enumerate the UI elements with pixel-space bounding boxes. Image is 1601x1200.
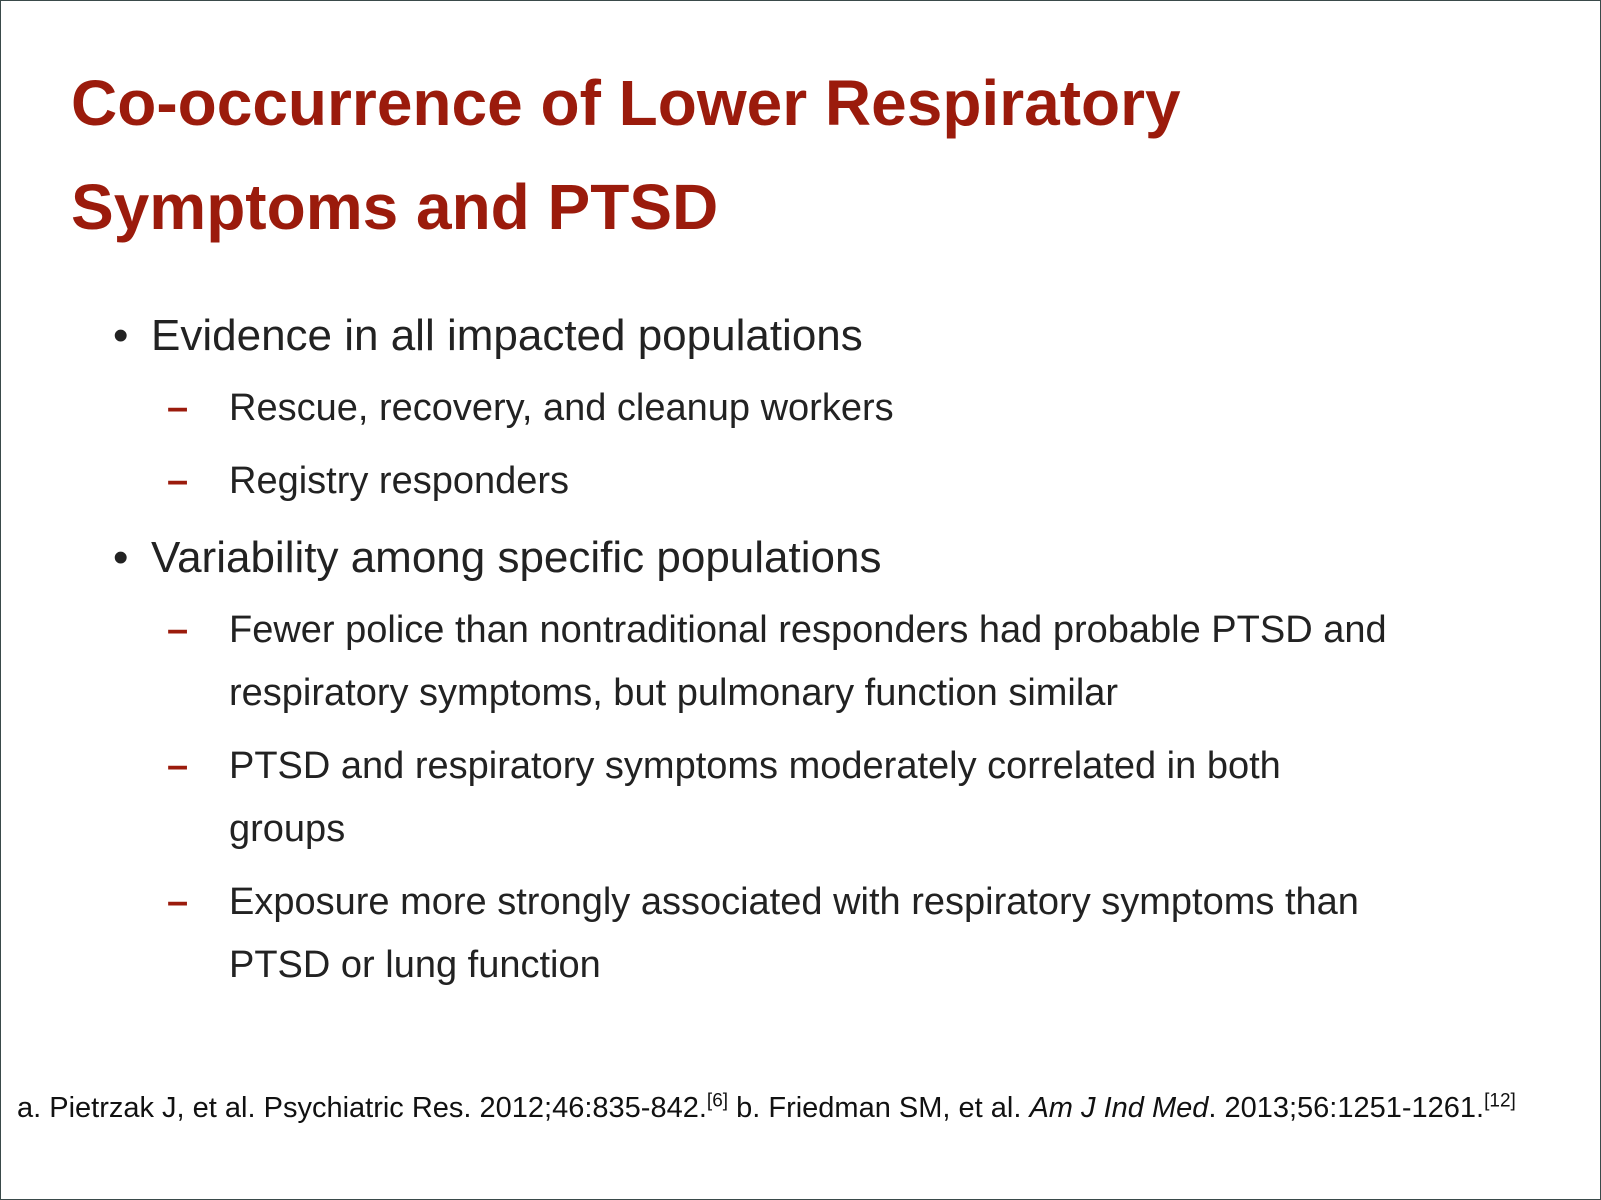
reference-b-rest: . 2013;56:1251-1261. [1208,1092,1485,1124]
reference-b-authors: b. Friedman SM, et al. [736,1092,1022,1124]
sub-item-text: Fewer police than nontraditional respond… [229,609,1387,714]
dash-marker: – [167,881,189,923]
reference-a: a. Pietrzak J, et al. Psychiatric Res. 2… [17,1092,707,1124]
sub-list: – Fewer police than nontraditional respon… [151,599,1473,997]
bullet-text: Evidence in all impacted populations [151,311,863,360]
bullet-text: Variability among specific populations [151,533,882,582]
bullet-marker: • [113,533,129,582]
sub-item: – PTSD and respiratory symptoms moderatel… [151,735,1399,861]
sub-item: – Fewer police than nontraditional respon… [151,599,1399,725]
sub-item-text: Registry responders [229,460,570,502]
dash-marker: – [167,387,189,429]
sub-item-text: Rescue, recovery, and cleanup workers [229,387,894,429]
dash-marker: – [167,460,189,502]
journal: Am J Ind Med [1029,1092,1209,1124]
bullet-marker: • [113,311,129,360]
sub-list: – Rescue, recovery, and cleanup workers – R… [151,377,1473,513]
sub-item-text: PTSD and respiratory symptoms moderately… [229,745,1281,850]
sub-item: – Exposure more strongly associated with … [151,871,1399,997]
slide-title: Co-occurrence of Lower Respiratory Sympt… [71,67,1181,243]
footnote: a. Pietrzak J, et al. Psychiatric Res. 2… [17,1085,1537,1131]
dash-marker: – [167,745,189,787]
bullet: • Evidence in all impacted populations – Re… [113,305,1473,513]
sub-item-text: Exposure more strongly associated with r… [229,881,1359,986]
sub-item: – Registry responders [151,450,1399,513]
citation: [12] [1484,1090,1516,1112]
citation: [6] [706,1090,729,1112]
sub-item: – Rescue, recovery, and cleanup workers [151,377,1399,440]
dash-marker: – [167,609,189,651]
bullet: • Variability among specific populations –… [113,527,1473,997]
bullet-list: • Evidence in all impacted populations – Re… [113,291,1473,997]
